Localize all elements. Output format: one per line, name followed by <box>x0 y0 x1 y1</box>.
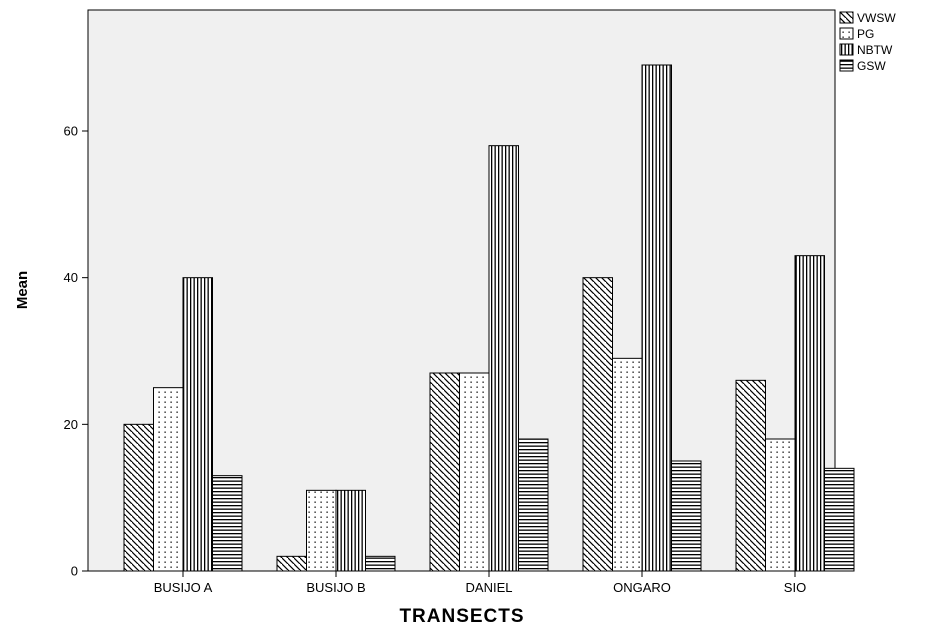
x-tick-label: BUSIJO B <box>306 580 365 595</box>
bar-pg-busijo-b <box>306 489 337 572</box>
bar-nbtw-ongaro <box>641 64 672 572</box>
legend: VWSW PG NBTW GSW <box>839 11 896 73</box>
bar-nbtw-busijo-a <box>182 277 213 572</box>
legend-label-pg: PG <box>857 27 874 41</box>
bar-vwsw-daniel <box>429 372 460 572</box>
y-tick-label: 20 <box>64 417 78 432</box>
legend-label-vwsw: VWSW <box>857 11 896 25</box>
legend-swatch-vwsw <box>839 11 854 24</box>
legend-label-gsw: GSW <box>857 59 886 73</box>
y-tick-label: 0 <box>71 564 78 579</box>
x-axis-title: TRANSECTS <box>399 606 524 627</box>
bar-nbtw-sio <box>794 255 825 572</box>
legend-swatch-pg <box>839 27 854 40</box>
bar-gsw-ongaro <box>671 460 702 572</box>
bar-nbtw-busijo-b <box>335 489 366 572</box>
y-tick-label: 40 <box>64 270 78 285</box>
bar-vwsw-busijo-a <box>123 423 154 572</box>
x-tick-label: DANIEL <box>466 580 513 595</box>
bar-vwsw-sio <box>735 379 766 572</box>
bar-pg-daniel <box>459 372 490 572</box>
x-tick-label: ONGARO <box>613 580 671 595</box>
y-tick-label: 60 <box>64 124 78 139</box>
bar-gsw-busijo-b <box>365 555 396 572</box>
bar-gsw-busijo-a <box>212 475 243 572</box>
x-axis: BUSIJO A BUSIJO B DANIEL ONGARO SIO <box>154 571 806 595</box>
x-tick-label: BUSIJO A <box>154 580 213 595</box>
y-axis: 0 20 40 60 <box>64 124 88 579</box>
legend-label-nbtw: NBTW <box>857 43 893 57</box>
bar-pg-sio <box>765 438 796 572</box>
bar-pg-ongaro <box>612 357 643 572</box>
bar-vwsw-busijo-b <box>276 555 307 572</box>
y-axis-title: Mean <box>14 271 31 309</box>
x-tick-label: SIO <box>784 580 806 595</box>
bar-pg-busijo-a <box>153 387 184 572</box>
bar-gsw-daniel <box>518 438 549 572</box>
bar-gsw-sio <box>824 467 855 572</box>
legend-swatch-nbtw <box>839 43 854 56</box>
bar-nbtw-daniel <box>488 145 519 572</box>
legend-swatch-gsw <box>839 59 854 72</box>
bars-group <box>123 64 855 572</box>
bar-vwsw-ongaro <box>582 277 613 572</box>
